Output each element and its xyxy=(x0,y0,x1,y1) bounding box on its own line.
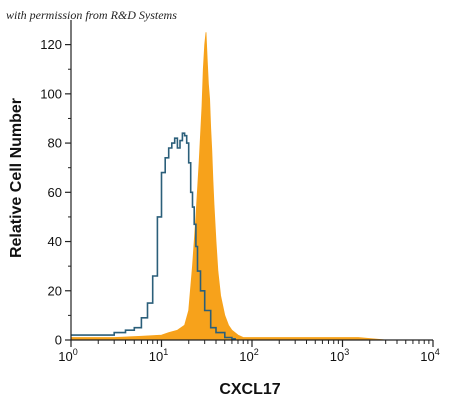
y-tick-label: 120 xyxy=(40,37,62,52)
y-tick-label: 40 xyxy=(48,234,62,249)
y-axis-title: Relative Cell Number xyxy=(8,98,25,258)
series-layer xyxy=(70,32,386,341)
x-tick-label: 104 xyxy=(420,347,439,364)
filled-histogram-series xyxy=(70,32,386,341)
y-tick-label: 0 xyxy=(55,333,62,348)
y-tick-label: 60 xyxy=(48,185,62,200)
permission-watermark: with permission from R&D Systems xyxy=(6,8,177,22)
y-tick-label: 80 xyxy=(48,136,62,151)
y-tick-label: 20 xyxy=(48,283,62,298)
y-tick-label: 100 xyxy=(40,86,62,101)
x-axis-title: CXCL17 xyxy=(219,381,280,398)
x-tick-label: 101 xyxy=(149,347,168,364)
axis-layer: 0 20 40 60 80 100 120 100 101 102 103 104 xyxy=(40,20,440,364)
x-tick-label: 102 xyxy=(239,347,258,364)
outline-histogram-series xyxy=(71,132,236,340)
x-tick-label: 100 xyxy=(58,347,77,364)
x-tick-label: 103 xyxy=(330,347,349,364)
plot-area: 0 20 40 60 80 100 120 100 101 102 103 104 xyxy=(40,20,440,364)
